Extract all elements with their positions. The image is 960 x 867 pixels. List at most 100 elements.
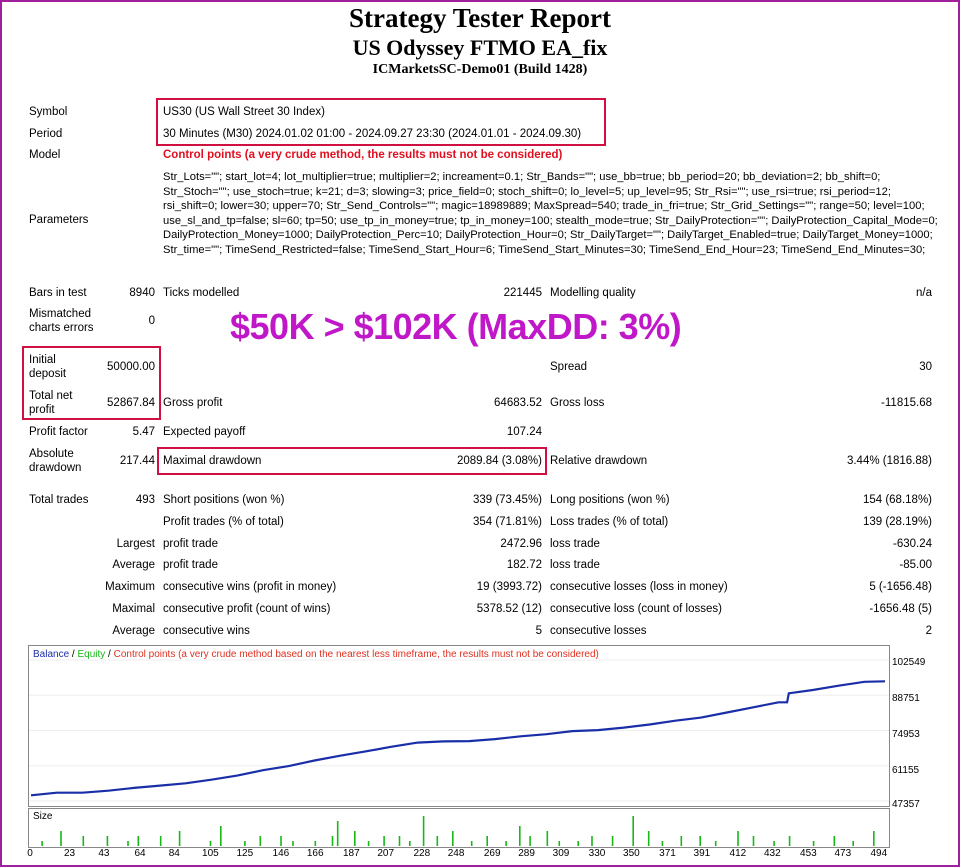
x-tick-label: 494 — [870, 848, 888, 859]
volume-bar — [546, 831, 549, 846]
mismatch-value: 0 — [148, 315, 155, 327]
net-profit-value: 52867.84 — [107, 397, 155, 409]
volume-bar — [209, 841, 212, 846]
deposit-label-line1: Initial — [29, 354, 56, 366]
x-tick-label: 289 — [518, 848, 535, 859]
balance-series-line — [30, 680, 886, 797]
gross-profit-value: 64683.52 — [494, 397, 542, 409]
volume-bar — [452, 831, 454, 846]
volume-bar — [137, 836, 140, 846]
x-tick-label: 166 — [306, 848, 324, 859]
volume-bar — [812, 841, 815, 846]
max-consec-losses-label: consecutive losses (loss in money) — [550, 581, 728, 593]
volume-chart-svg — [41, 816, 875, 846]
maximal-consec-profit-label: consecutive profit (count of wins) — [163, 603, 331, 615]
x-tick-label: 146 — [272, 848, 290, 859]
avg-profit-label: profit trade — [163, 559, 218, 571]
avg-loss-label: loss trade — [550, 559, 600, 571]
x-tick-label: 432 — [763, 848, 781, 859]
maximum-label: Maximum — [105, 581, 155, 593]
largest-profit-label: profit trade — [163, 538, 218, 550]
legend-separator-1: / — [69, 649, 78, 660]
deposit-value: 50000.00 — [107, 361, 155, 373]
x-tick-label: 64 — [134, 848, 146, 859]
bars-value: 8940 — [129, 287, 155, 299]
volume-bar — [558, 841, 561, 846]
x-tick-label: 125 — [236, 848, 254, 859]
spread-label: Spread — [550, 361, 588, 373]
period-value: 30 Minutes (M30) 2024.01.02 01:00 - 2024… — [163, 128, 582, 140]
x-tick-label: 23 — [63, 848, 76, 859]
x-tick-label: 350 — [623, 848, 640, 859]
legend-separator-2: / — [105, 649, 114, 660]
parameters-value: Str_Lots=""; start_lot=4; lot_multiplier… — [163, 171, 938, 256]
x-tick-label: 453 — [800, 848, 817, 859]
x-tick-label: 105 — [202, 848, 219, 859]
max-consec-wins-value: 19 (3993.72) — [476, 581, 542, 593]
max-consec-losses-value: 5 (-1656.48) — [869, 581, 932, 593]
short-positions-label: Short positions (won %) — [163, 494, 285, 506]
report-title: Strategy Tester Report — [349, 3, 611, 33]
volume-bar — [82, 836, 85, 846]
avg-consec-losses-label: consecutive losses — [550, 625, 647, 637]
largest-profit-value: 2472.96 — [500, 538, 542, 550]
x-tick-label: 371 — [659, 848, 676, 859]
net-label-line1: Total net — [29, 390, 73, 402]
expected-payoff-label: Expected payoff — [163, 426, 246, 438]
loss-trades-label: Loss trades (% of total) — [550, 516, 669, 528]
bars-label: Bars in test — [29, 287, 87, 299]
balance-chart — [28, 645, 890, 807]
volume-bar — [591, 836, 593, 846]
x-tick-label: 207 — [377, 848, 395, 859]
avg-profit-value: 182.72 — [506, 559, 542, 571]
volume-bar — [737, 831, 739, 846]
spread-value: 30 — [919, 361, 932, 373]
volume-bar — [470, 841, 473, 846]
volume-bar — [383, 836, 385, 846]
x-tick-label: 412 — [729, 848, 747, 859]
max-consec-wins-label: consecutive wins (profit in money) — [163, 581, 337, 593]
long-positions-value: 154 (68.18%) — [862, 494, 932, 506]
volume-bar — [220, 826, 222, 846]
volume-bar — [244, 841, 246, 846]
x-tick-label: 0 — [27, 848, 33, 859]
ticks-label: Ticks modelled — [163, 287, 240, 299]
x-tick-label: 228 — [413, 848, 431, 859]
volume-bar — [661, 841, 664, 846]
deposit-label-line2: deposit — [29, 368, 67, 380]
volume-bar — [367, 841, 370, 846]
profit-factor-label: Profit factor — [29, 426, 88, 438]
balance-chart-svg — [29, 659, 889, 802]
volume-bar — [833, 836, 836, 846]
max-dd-label: Maximal drawdown — [163, 455, 262, 467]
volume-bar — [577, 841, 579, 846]
average-label: Average — [112, 559, 155, 571]
volume-bar — [486, 836, 488, 846]
loss-trades-value: 139 (28.19%) — [862, 516, 932, 528]
parameters-label: Parameters — [29, 214, 89, 226]
gross-profit-label: Gross profit — [163, 397, 223, 409]
promo-headline: $50K > $102K (MaxDD: 3%) — [230, 306, 682, 347]
mismatch-label-line1: Mismatched — [29, 308, 91, 320]
avg-consec-losses-value: 2 — [925, 625, 932, 637]
volume-bar — [314, 841, 317, 846]
maximal-consec-loss-label: consecutive loss (count of losses) — [550, 603, 722, 615]
x-tick-label: 187 — [342, 848, 360, 859]
volume-bar — [331, 836, 334, 846]
legend-balance: Balance — [33, 649, 70, 660]
abs-dd-label-line1: Absolute — [29, 448, 74, 460]
volume-bar — [336, 821, 339, 846]
volume-bar — [680, 836, 683, 846]
model-label: Model — [29, 149, 61, 161]
ticks-value: 221445 — [503, 287, 542, 299]
quality-label: Modelling quality — [550, 287, 636, 299]
largest-loss-value: -630.24 — [892, 538, 932, 550]
volume-bar — [409, 841, 411, 846]
avg-loss-value: -85.00 — [899, 559, 932, 571]
volume-bar — [752, 836, 755, 846]
x-tick-label: 84 — [168, 848, 180, 859]
y-tick-label: 47357 — [892, 799, 920, 810]
maximal-consec-profit-value: 5378.52 (12) — [476, 603, 542, 615]
gross-loss-value: -11815.68 — [881, 397, 932, 409]
